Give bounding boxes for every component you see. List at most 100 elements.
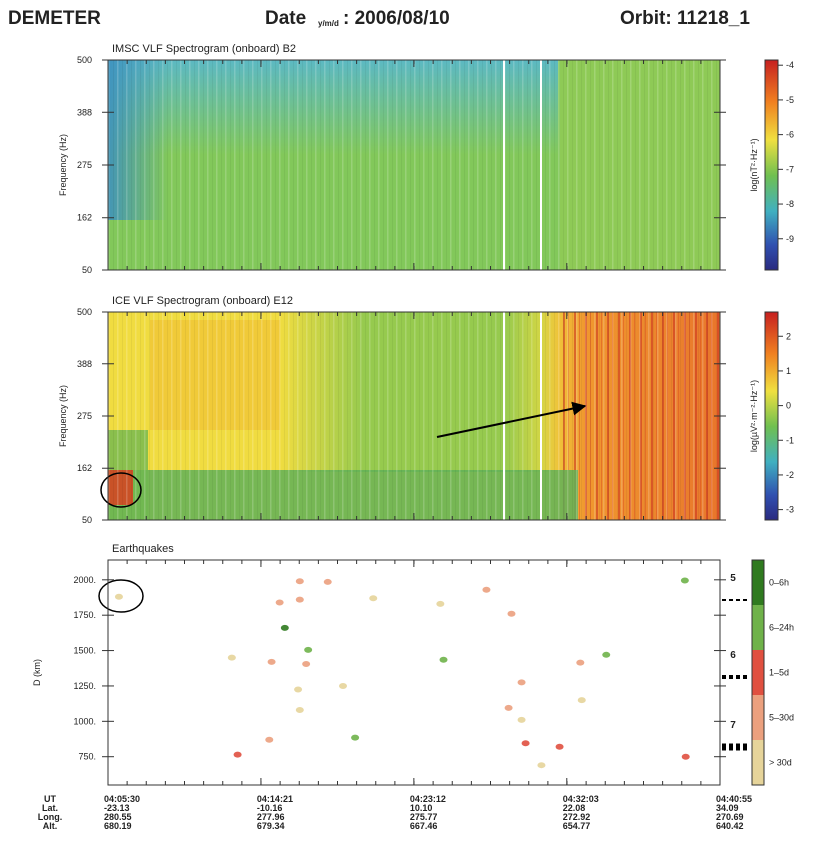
earthquake: [555, 743, 564, 750]
panel-title: Earthquakes: [112, 543, 174, 555]
legend-swatch: [752, 560, 764, 605]
annotation-circle: [100, 472, 142, 508]
date-format: y/m/d: [318, 19, 339, 28]
y-tick-label: 162: [77, 213, 92, 223]
earthquake: [504, 704, 513, 711]
legend-swatch: [752, 605, 764, 650]
earthquake: [507, 610, 516, 617]
magnitude-label: 6: [730, 650, 736, 661]
y-tick-label: 500: [77, 55, 92, 65]
footer-label: Long.: [38, 812, 63, 822]
earthquake: [339, 682, 348, 689]
footer-value: 640.42: [716, 821, 744, 831]
colorbar-tick-label: -1: [786, 435, 794, 445]
magnitude-label: 5: [730, 573, 736, 584]
earthquake: [482, 586, 491, 593]
earthquake: [295, 707, 304, 713]
legend-swatch: [752, 740, 764, 785]
footer-value: -23.13: [104, 803, 130, 813]
footer-value: 04:40:55: [716, 794, 752, 804]
y-tick-label: 1000.: [73, 716, 96, 726]
footer-value: 10.10: [410, 803, 433, 813]
earthquake: [369, 595, 378, 602]
footer-value: 04:14:21: [257, 794, 293, 804]
panel-title: ICE VLF Spectrogram (onboard) E12: [112, 295, 293, 307]
spectrogram-e12: [108, 312, 720, 520]
colorbar-tick-label: -6: [786, 130, 794, 140]
footer-value: 270.69: [716, 812, 744, 822]
earthquake: [351, 734, 360, 741]
legend-label: 0–6h: [769, 578, 789, 588]
earthquake: [436, 600, 445, 607]
earthquake: [280, 624, 289, 631]
earthquake: [114, 593, 123, 600]
earthquake: [576, 659, 585, 666]
footer-value: 04:05:30: [104, 794, 140, 804]
orbit: Orbit: 11218_1: [620, 8, 750, 29]
colorbar-label: log(µV²·m⁻²·Hz⁻¹): [749, 380, 759, 452]
legend-frame: [751, 559, 765, 786]
y-tick-label: 162: [77, 463, 92, 473]
earthquake: [233, 751, 242, 758]
earthquake: [295, 578, 304, 585]
date: : 2006/08/10: [343, 8, 450, 29]
earthquake: [439, 656, 448, 663]
y-tick-label: 388: [77, 359, 92, 369]
footer-label: Lat.: [42, 803, 58, 813]
footer-value: 272.92: [563, 812, 591, 822]
y-tick-label: 1750.: [73, 610, 96, 620]
footer-value: 34.09: [716, 803, 739, 813]
y-tick-label: 50: [82, 515, 92, 525]
footer-value: -10.16: [257, 803, 283, 813]
footer-value: 277.96: [257, 812, 285, 822]
y-tick-label: 750.: [78, 752, 96, 762]
y-tick-label: 1500.: [73, 646, 96, 656]
footer-value: 654.77: [563, 821, 591, 831]
y-tick-label: 388: [77, 107, 92, 117]
footer-value: 275.77: [410, 812, 438, 822]
footer-value: 667.46: [410, 821, 438, 831]
earthquake: [602, 651, 611, 658]
earthquake: [521, 740, 530, 747]
legend-label: 6–24h: [769, 623, 794, 633]
colorbar-tick-label: -8: [786, 199, 794, 209]
magnitude-label: 7: [730, 720, 736, 731]
earthquake: [681, 753, 690, 760]
y-axis-label: D (km): [32, 659, 42, 686]
earthquake: [295, 596, 304, 603]
earthquake: [517, 716, 526, 723]
footer-value: 680.19: [104, 821, 132, 831]
legend-label: 5–30d: [769, 713, 794, 723]
y-axis-label: Frequency (Hz): [58, 134, 68, 196]
colorbar-tick-label: -9: [786, 234, 794, 244]
colorbar: [764, 311, 779, 521]
legend-label: > 30d: [769, 758, 792, 768]
earthquake: [537, 762, 546, 769]
footer-label: UT: [44, 794, 56, 804]
colorbar-tick-label: -2: [786, 470, 794, 480]
earthquake: [517, 679, 526, 686]
annotation-arrow: [436, 401, 587, 438]
scatter-area: [108, 560, 720, 785]
legend-swatch: [752, 695, 764, 740]
y-tick-label: 275: [77, 160, 92, 170]
y-tick-label: 1250.: [73, 681, 96, 691]
earthquake: [227, 654, 236, 661]
colorbar-tick-label: -5: [786, 95, 794, 105]
y-tick-label: 50: [82, 265, 92, 275]
earthquake: [294, 686, 303, 693]
colorbar-tick-label: 1: [786, 366, 791, 376]
colorbar-label: log(nT²·Hz⁻¹): [749, 138, 759, 191]
colorbar-tick-label: 0: [786, 401, 791, 411]
y-axis-label: Frequency (Hz): [58, 385, 68, 447]
earthquake: [267, 658, 276, 665]
colorbar-tick-label: -7: [786, 164, 794, 174]
footer-value: 04:32:03: [563, 794, 599, 804]
y-tick-label: 275: [77, 411, 92, 421]
footer-value: 04:23:12: [410, 794, 446, 804]
footer-value: 679.34: [257, 821, 285, 831]
colorbar-tick-label: 2: [786, 331, 791, 341]
y-tick-label: 500: [77, 307, 92, 317]
annotation-circle: [98, 579, 144, 613]
